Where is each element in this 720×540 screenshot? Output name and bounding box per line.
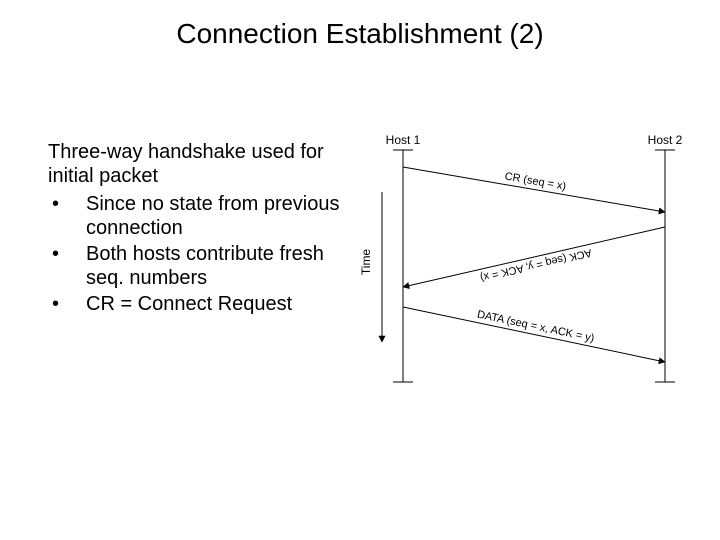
bullet-text: Both hosts contribute fresh seq. numbers	[86, 242, 348, 290]
svg-text:ACK (seq = y, ACK = x): ACK (seq = y, ACK = x)	[479, 246, 593, 283]
svg-text:Time: Time	[360, 249, 373, 276]
bullet-marker: •	[48, 292, 86, 316]
list-item: • Both hosts contribute fresh seq. numbe…	[48, 242, 348, 290]
svg-text:DATA (seq = x, ACK = y): DATA (seq = x, ACK = y)	[476, 309, 595, 345]
bullet-text: Since no state from previous connection	[86, 192, 348, 240]
slide-title: Connection Establishment (2)	[0, 18, 720, 50]
list-item: • Since no state from previous connectio…	[48, 192, 348, 240]
handshake-diagram: Host 1Host 2TimeCR (seq = x)ACK (seq = y…	[360, 132, 690, 392]
bullet-marker: •	[48, 242, 86, 290]
bullet-marker: •	[48, 192, 86, 240]
svg-text:Host 2: Host 2	[648, 133, 683, 147]
list-item: • CR = Connect Request	[48, 292, 348, 316]
svg-text:Host 1: Host 1	[386, 133, 421, 147]
slide: Connection Establishment (2) Three-way h…	[0, 0, 720, 540]
bullet-text: CR = Connect Request	[86, 292, 348, 316]
bullet-list: • Since no state from previous connectio…	[48, 192, 348, 318]
intro-text: Three-way handshake used for initial pac…	[48, 140, 348, 188]
